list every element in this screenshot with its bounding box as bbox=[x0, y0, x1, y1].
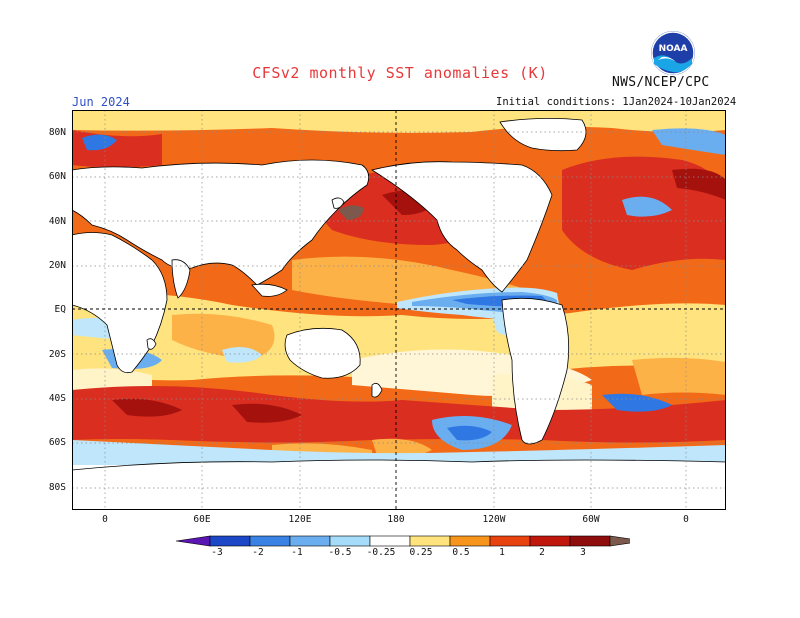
madagascar bbox=[146, 338, 157, 350]
lat-label-80n: 80N bbox=[48, 127, 66, 138]
colorbar-bin bbox=[569, 535, 611, 547]
lat-label-20n: 20N bbox=[48, 260, 66, 271]
indonesia bbox=[251, 283, 288, 297]
colorbar-bin bbox=[329, 535, 371, 547]
land-masses bbox=[72, 118, 726, 510]
south-america bbox=[501, 297, 570, 445]
noaa-logo: NOAA bbox=[651, 31, 695, 75]
lat-label-40n: 40N bbox=[48, 216, 66, 227]
lat-label-eq: EQ bbox=[54, 304, 66, 315]
new-zealand bbox=[371, 382, 383, 398]
logo-text: NOAA bbox=[659, 44, 688, 54]
lat-label-40s: 40S bbox=[48, 393, 66, 404]
lat-label-60n: 60N bbox=[48, 171, 66, 182]
colorbar-bin bbox=[369, 535, 411, 547]
eurasia bbox=[72, 159, 370, 286]
agency-label: NWS/NCEP/CPC bbox=[612, 75, 710, 90]
colorbar-bin bbox=[289, 535, 331, 547]
lon-label-120e: 120E bbox=[288, 514, 312, 525]
australia bbox=[284, 327, 361, 379]
lon-label-180: 180 bbox=[387, 514, 405, 525]
lon-label-60e: 60E bbox=[193, 514, 211, 525]
lat-label-20s: 20S bbox=[48, 349, 66, 360]
sst-anomaly-map bbox=[72, 110, 726, 510]
lon-label-0: 0 bbox=[102, 514, 108, 525]
colorbar-label: -1 bbox=[291, 547, 303, 558]
lat-label-80s: 80S bbox=[48, 482, 66, 493]
colorbar-bin bbox=[249, 535, 291, 547]
lon-label-60w: 60W bbox=[582, 514, 600, 525]
colorbar-label: 1 bbox=[499, 547, 505, 558]
map-frame bbox=[72, 110, 726, 510]
colorbar-label: 0.5 bbox=[452, 547, 470, 558]
colorbar-bin bbox=[175, 535, 211, 547]
lon-label-0-east: 0 bbox=[683, 514, 689, 525]
colorbar-bin bbox=[609, 535, 630, 547]
colorbar-bin bbox=[409, 535, 451, 547]
anomaly-colorbar bbox=[175, 535, 630, 547]
initial-conditions: Initial conditions: 1Jan2024-10Jan2024 bbox=[496, 96, 737, 108]
colorbar-label: -0.5 bbox=[328, 547, 352, 558]
lon-label-120w: 120W bbox=[482, 514, 506, 525]
north-america bbox=[370, 161, 553, 293]
colorbar-label: -0.25 bbox=[366, 547, 396, 558]
colorbar-bin bbox=[449, 535, 491, 547]
colorbar-bin bbox=[209, 535, 251, 547]
colorbar-bin bbox=[489, 535, 531, 547]
colorbar-label: 0.25 bbox=[409, 547, 433, 558]
colorbar-label: -2 bbox=[252, 547, 264, 558]
antarctica bbox=[72, 459, 726, 510]
forecast-month: Jun 2024 bbox=[72, 95, 130, 109]
lat-label-60s: 60S bbox=[48, 437, 66, 448]
colorbar-label: 3 bbox=[580, 547, 586, 558]
map-title: CFSv2 monthly SST anomalies (K) bbox=[252, 64, 548, 82]
southern-ocean-warm bbox=[72, 386, 726, 443]
japan bbox=[331, 197, 345, 209]
india bbox=[171, 259, 191, 299]
colorbar-label: 2 bbox=[539, 547, 545, 558]
colorbar-label: -3 bbox=[211, 547, 223, 558]
greenland bbox=[499, 118, 587, 152]
colorbar-bin bbox=[529, 535, 571, 547]
graticule bbox=[72, 110, 726, 510]
